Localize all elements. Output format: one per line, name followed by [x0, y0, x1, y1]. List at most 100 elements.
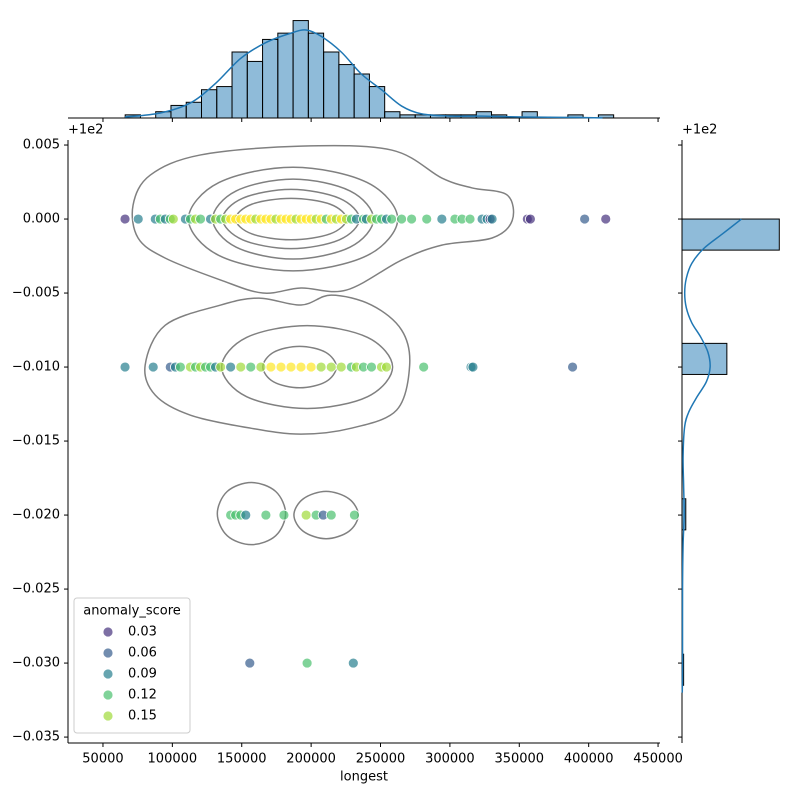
- scatter-point: [119, 213, 131, 225]
- legend-label: 0.03: [128, 625, 157, 640]
- scatter-point: [245, 361, 257, 373]
- top-hist-bar: [231, 51, 248, 119]
- x-tick-label: 100000: [148, 752, 198, 767]
- scatter-point: [132, 213, 144, 225]
- legend-label: 0.12: [128, 688, 157, 703]
- right-hist-bar: [681, 218, 780, 251]
- scatter-point: [421, 213, 433, 225]
- scatter-point: [119, 361, 131, 373]
- scatter-point: [301, 657, 313, 669]
- scatter-point: [195, 213, 206, 225]
- top-hist-bar: [399, 114, 416, 119]
- x-axis-label: longest: [340, 770, 388, 785]
- scatter-point: [265, 361, 277, 373]
- top-kde-line: [124, 29, 603, 119]
- scatter-point: [225, 361, 237, 373]
- y-tick-label: −0.020: [12, 508, 60, 523]
- right-hist-bar: [681, 342, 728, 375]
- legend-marker: [102, 689, 114, 701]
- scatter-point: [167, 213, 179, 225]
- scatter-point: [524, 213, 536, 225]
- x-tick-label: 150000: [217, 752, 267, 767]
- scatter-point: [315, 361, 327, 373]
- scatter-point: [305, 361, 317, 373]
- top-hist-bar: [353, 73, 370, 119]
- legend-marker: [102, 710, 114, 722]
- x-tick-label: 50000: [82, 752, 123, 767]
- right-kde-line: [681, 218, 742, 693]
- scatter-point: [260, 509, 272, 521]
- y-tick-label: 0.000: [23, 212, 60, 227]
- scatter-point: [386, 213, 398, 225]
- y-tick-label: −0.010: [12, 360, 60, 375]
- x-tick-label: 350000: [494, 752, 544, 767]
- legend-label: 0.06: [128, 646, 157, 661]
- scatter-point: [275, 361, 287, 373]
- kde-contour: [293, 490, 360, 540]
- scatter-point: [567, 361, 578, 373]
- scatter-point: [325, 361, 337, 373]
- legend-marker: [102, 668, 114, 680]
- x-tick-label: 400000: [564, 752, 614, 767]
- scatter-point: [381, 361, 392, 373]
- kde-contour: [144, 294, 411, 435]
- scatter-point: [325, 509, 337, 521]
- y-tick-label: −0.005: [12, 286, 60, 301]
- top-hist-bar: [338, 64, 355, 119]
- scatter-point: [418, 361, 430, 373]
- y-tick-label: −0.015: [12, 434, 60, 449]
- scatter-point: [295, 361, 307, 373]
- top-hist-bar: [521, 111, 538, 119]
- scatter-point: [240, 509, 252, 521]
- y-tick-label: 0.005: [23, 138, 60, 153]
- top-hist-bar: [246, 60, 264, 119]
- top-hist-bar: [262, 38, 279, 119]
- legend-title: anomaly_score: [83, 604, 181, 619]
- legend-label: 0.09: [128, 667, 157, 682]
- scatter-point: [175, 361, 186, 373]
- top-hist-bar: [216, 86, 233, 119]
- scatter-point: [215, 361, 227, 373]
- scatter-point: [255, 361, 267, 373]
- x-tick-label: 250000: [356, 752, 406, 767]
- top-hist-bar: [323, 51, 340, 119]
- top-hist-bar: [292, 20, 309, 119]
- scatter-point: [406, 213, 417, 225]
- scatter-point: [464, 213, 476, 225]
- scatter-point: [366, 361, 377, 373]
- kde-contour: [131, 144, 515, 294]
- scatter-point: [396, 213, 408, 225]
- x-tick-label: 200000: [286, 752, 336, 767]
- legend-marker: [102, 647, 114, 659]
- y-tick-label: −0.035: [12, 730, 60, 745]
- scatter-point: [278, 509, 290, 521]
- scatter-point: [300, 509, 312, 521]
- scatter-point: [349, 509, 360, 521]
- scatter-point: [600, 213, 612, 225]
- y-tick-label: −0.030: [12, 656, 60, 671]
- scatter-point: [244, 657, 256, 669]
- top-hist-bar: [475, 111, 493, 119]
- scatter-point: [285, 361, 297, 373]
- x-tick-label: 300000: [425, 752, 475, 767]
- y-offset-text: +1e2: [68, 123, 103, 138]
- scatter-point: [579, 213, 591, 225]
- y-tick-label: −0.025: [12, 582, 60, 597]
- scatter-point: [436, 213, 448, 225]
- scatter-point: [467, 361, 479, 373]
- top-hist-bar: [277, 32, 294, 119]
- top-hist-bar: [597, 114, 615, 119]
- top-hist-bar: [384, 111, 401, 119]
- scatter-point: [235, 361, 247, 373]
- scatter-point: [347, 657, 359, 669]
- legend-label: 0.15: [128, 709, 157, 724]
- scatter-point: [335, 361, 347, 373]
- right-offset-text: +1e2: [682, 123, 717, 138]
- legend-marker: [102, 626, 114, 638]
- x-tick-label: 450000: [633, 752, 683, 767]
- scatter-point: [147, 361, 159, 373]
- scatter-point: [486, 213, 498, 225]
- kde-contour: [216, 481, 287, 546]
- top-hist-bar: [307, 32, 325, 119]
